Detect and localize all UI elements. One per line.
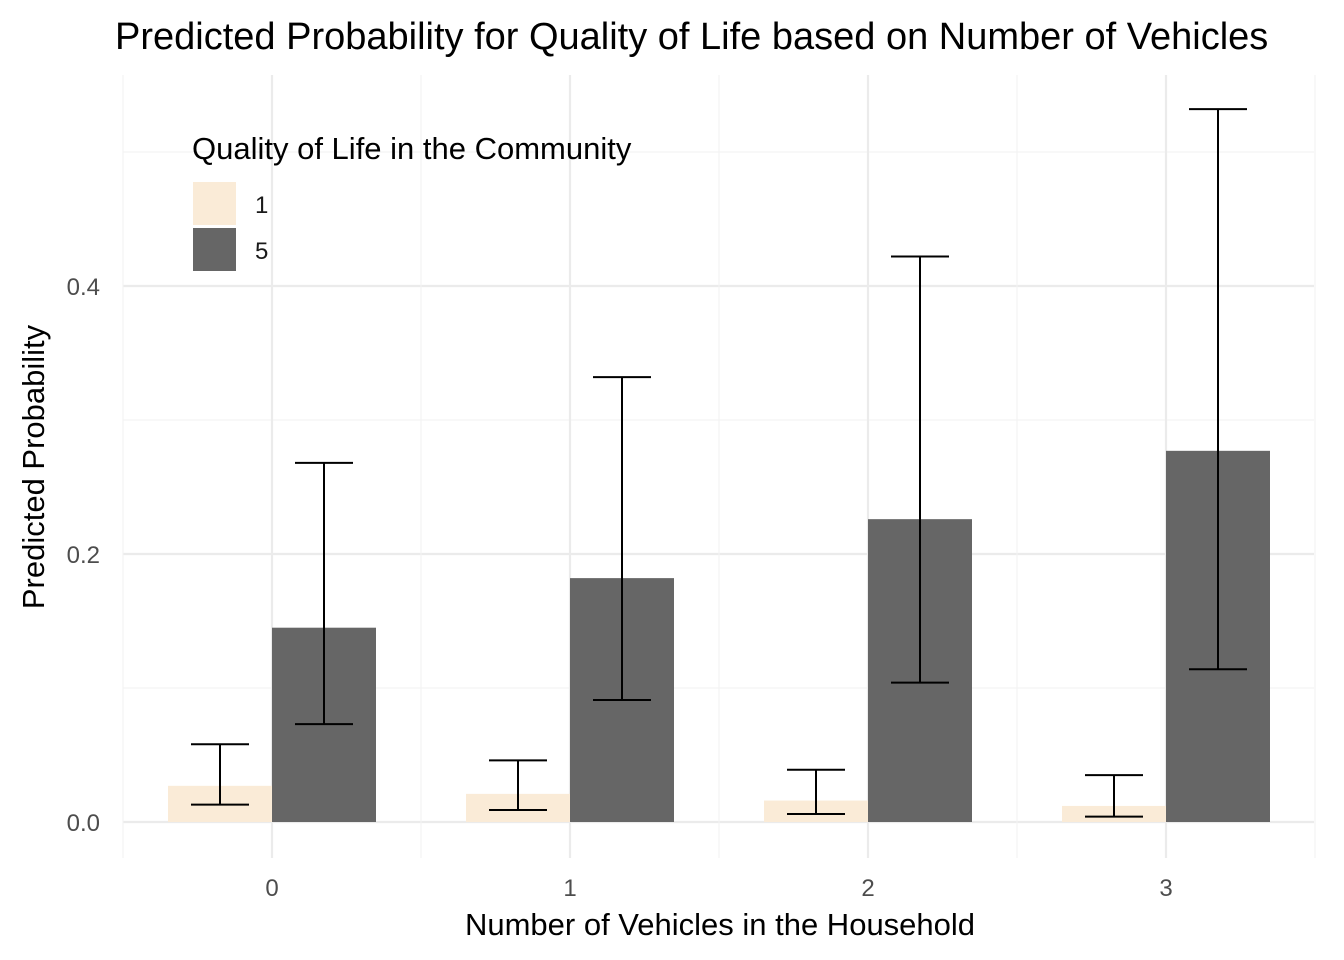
error-bars xyxy=(191,108,1247,818)
axis-ticks: 0.0 0.2 0.4 0 1 2 3 xyxy=(67,274,1173,902)
error-bar-series-5-cat-3 xyxy=(1189,108,1247,671)
x-tick-label: 2 xyxy=(861,875,874,902)
x-tick-label: 1 xyxy=(563,875,576,902)
legend-title: Quality of Life in the Community xyxy=(192,131,632,166)
error-bar-series-5-cat-0 xyxy=(295,461,353,726)
y-tick-label: 0.0 xyxy=(67,810,100,837)
error-bar-series-5-cat-1 xyxy=(593,376,651,702)
error-bar-series-5-cat-2 xyxy=(891,255,949,684)
error-bar-series-1-cat-0 xyxy=(191,743,249,806)
y-tick-label: 0.4 xyxy=(67,274,100,301)
legend-key-5 xyxy=(193,228,236,271)
y-tick-label: 0.2 xyxy=(67,542,100,569)
chart-title: Predicted Probability for Quality of Lif… xyxy=(115,16,1268,58)
x-tick-label: 0 xyxy=(265,875,278,902)
error-bar-series-1-cat-2 xyxy=(787,768,845,815)
legend-label-1: 1 xyxy=(255,192,268,219)
error-bar-series-1-cat-1 xyxy=(489,759,547,811)
x-axis-title: Number of Vehicles in the Household xyxy=(465,907,975,942)
error-bar-series-1-cat-3 xyxy=(1085,774,1143,818)
grid xyxy=(122,75,1316,858)
legend-label-5: 5 xyxy=(255,238,268,265)
y-axis-title: Predicted Probability xyxy=(16,324,51,609)
legend-key-1 xyxy=(193,182,236,225)
legend: Quality of Life in the Community 1 5 xyxy=(192,131,632,271)
x-tick-label: 3 xyxy=(1159,875,1172,902)
